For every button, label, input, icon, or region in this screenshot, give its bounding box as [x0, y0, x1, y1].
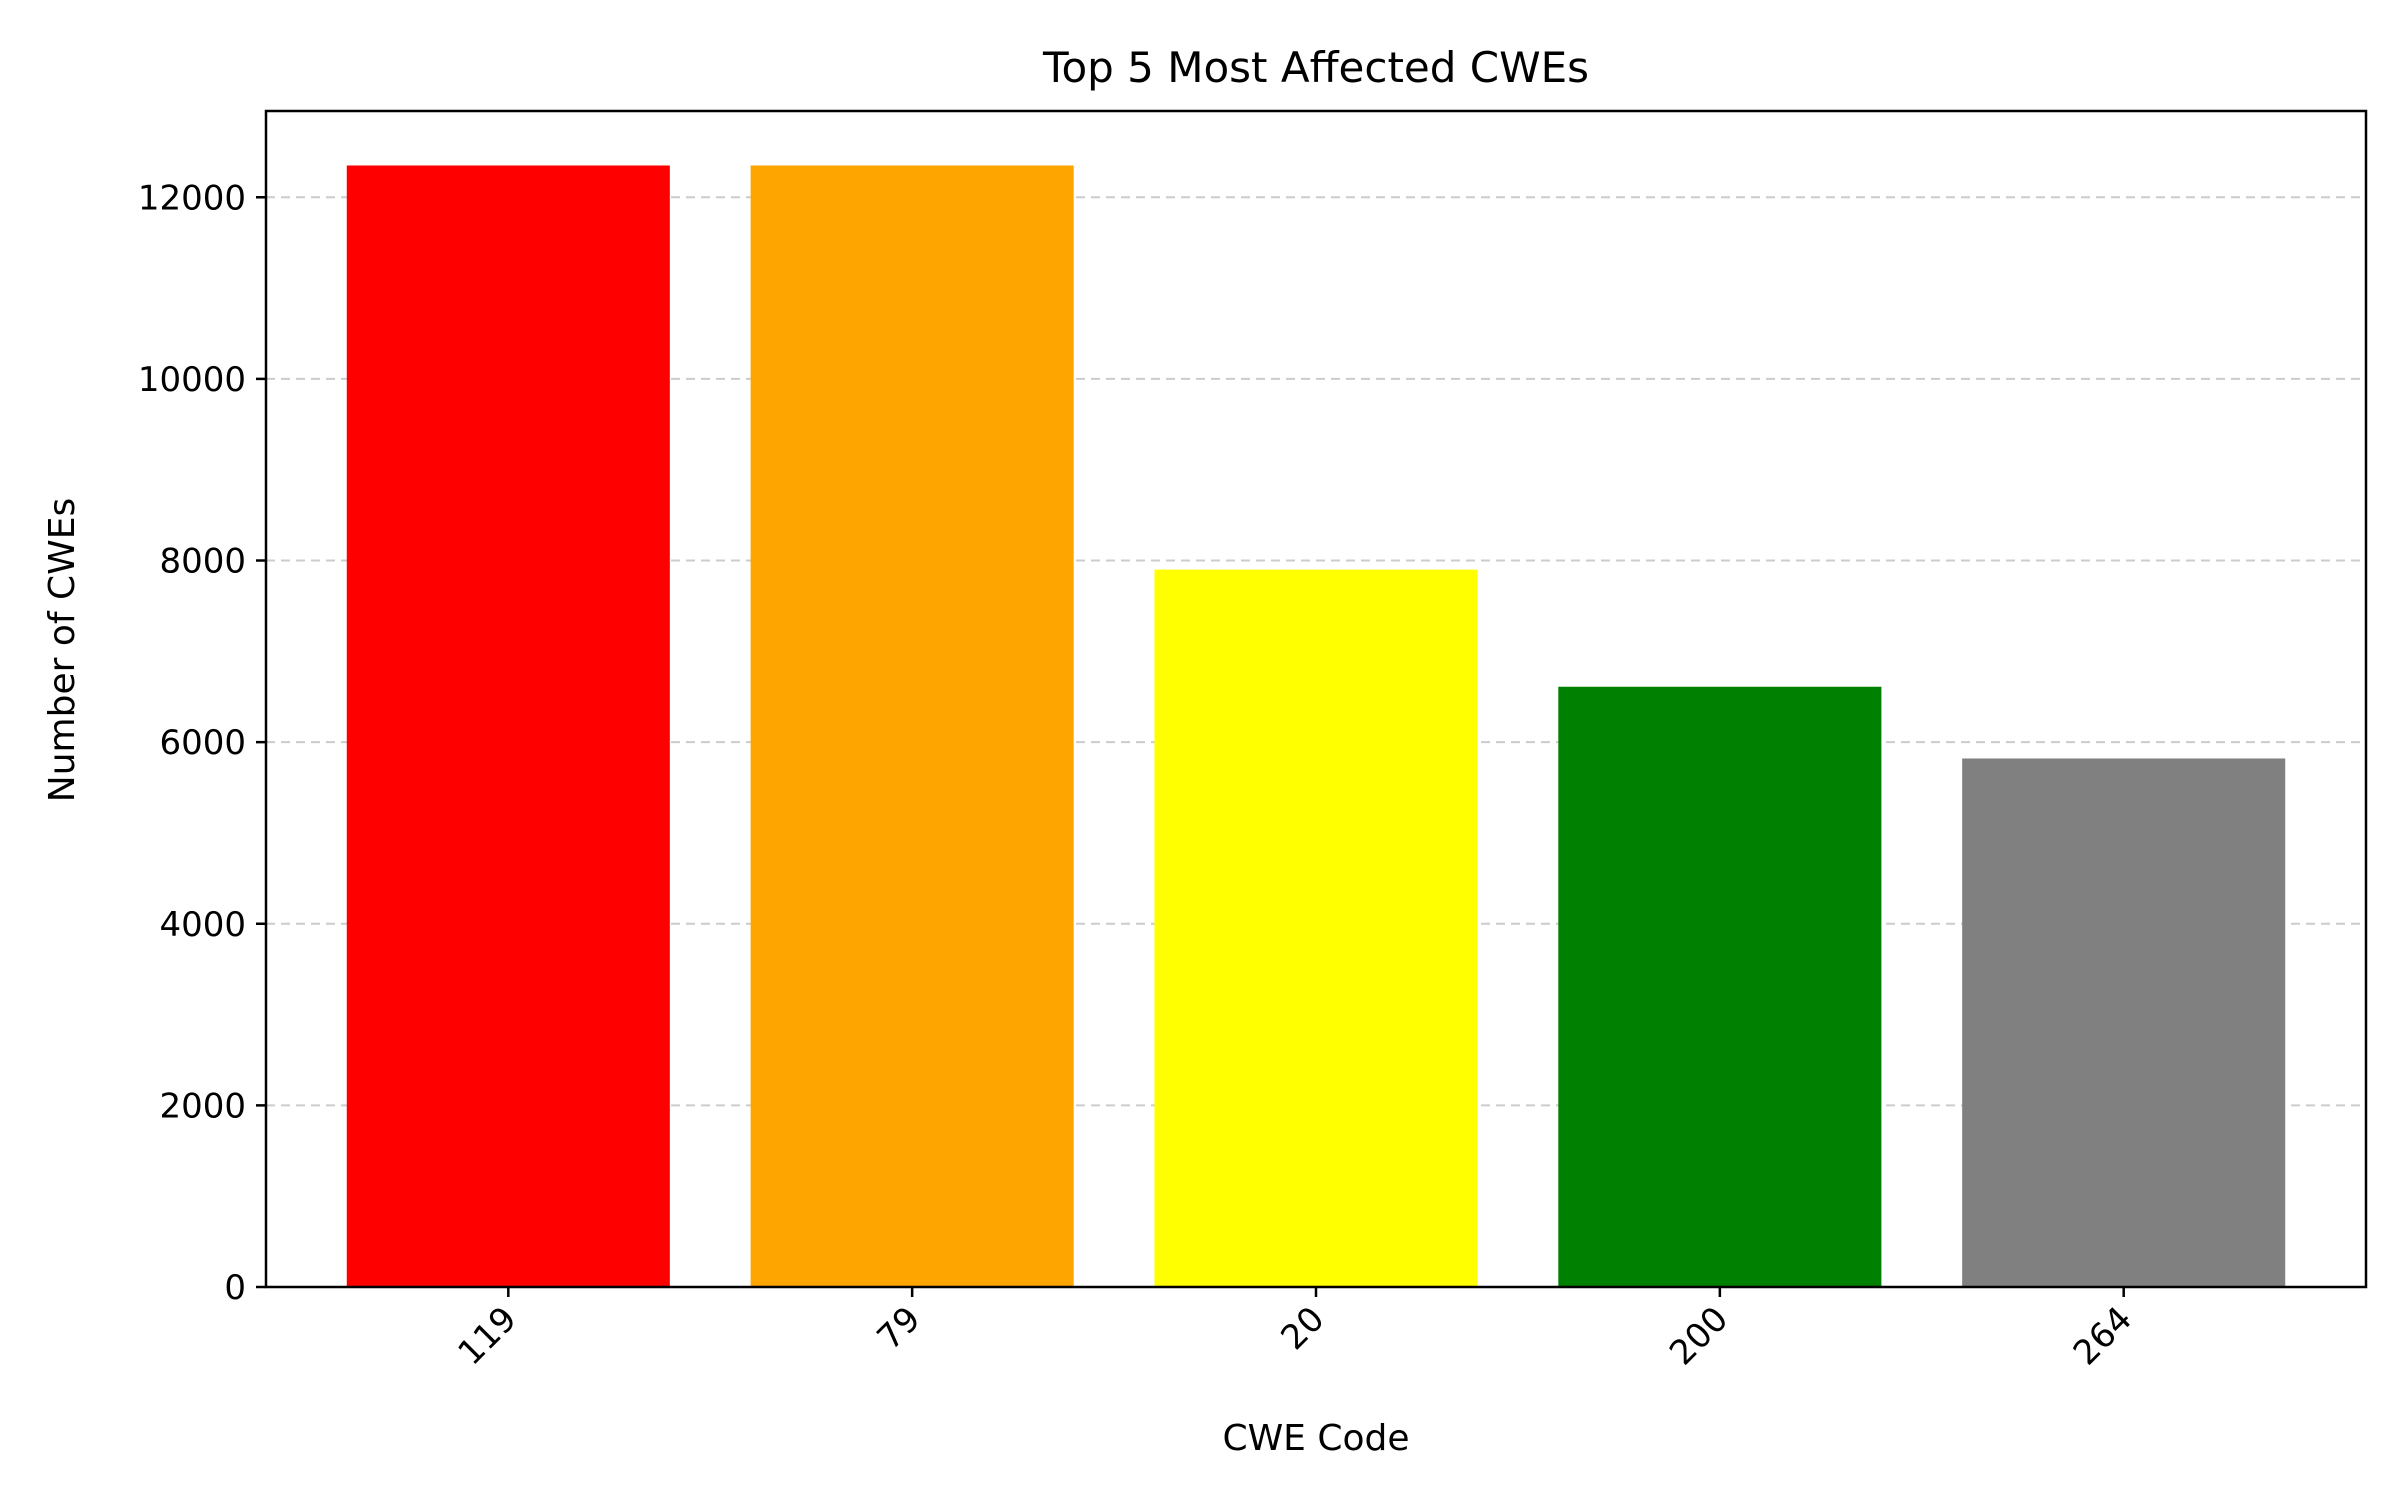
y-tick-label: 10000 [138, 360, 246, 400]
bar-cwe-264 [1962, 758, 2286, 1287]
x-axis-label: CWE Code [1222, 1418, 1409, 1459]
bar-cwe-200 [1558, 686, 1882, 1287]
y-tick-label: 0 [224, 1268, 246, 1308]
y-tick-label: 2000 [159, 1086, 246, 1126]
y-axis-ticks: 0 2000 4000 6000 8000 10000 12000 [138, 178, 266, 1308]
x-tick-label: 79 [870, 1299, 929, 1358]
bar-cwe-20 [1154, 569, 1478, 1287]
y-tick-label: 6000 [159, 723, 246, 763]
y-axis-label: Number of CWEs [42, 498, 83, 802]
x-tick-label: 119 [450, 1299, 524, 1373]
x-tick-label: 20 [1273, 1299, 1332, 1358]
chart-title: Top 5 Most Affected CWEs [1042, 43, 1589, 92]
bar-cwe-119 [346, 165, 670, 1288]
x-tick-label: 264 [2066, 1299, 2140, 1373]
x-axis-ticks: 119 79 20 200 264 [450, 1287, 2140, 1373]
y-tick-label: 8000 [159, 542, 246, 582]
bars [346, 165, 2286, 1288]
x-tick-label: 200 [1662, 1299, 1736, 1373]
y-tick-label: 12000 [138, 178, 246, 218]
y-tick-label: 4000 [159, 905, 246, 945]
bar-cwe-79 [750, 165, 1074, 1288]
